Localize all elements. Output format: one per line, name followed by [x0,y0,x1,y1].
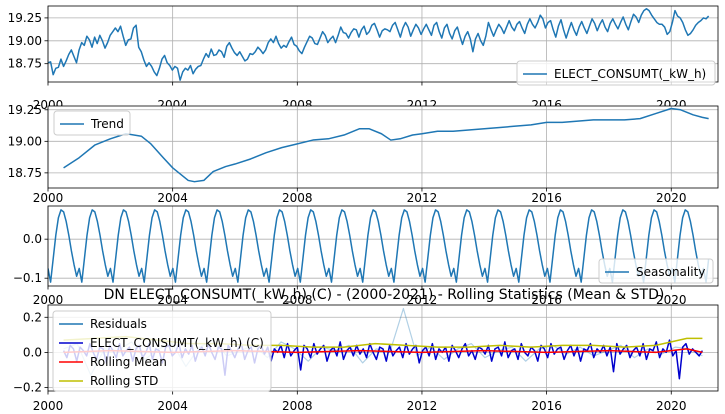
x-tick-label: 2000 [33,293,64,307]
legend-label: Residuals [90,317,147,331]
x-tick-label: 2008 [282,293,313,307]
residuals-panel-title: DN ELECT_CONSUMT(_kW_h) (C) - (2000-2021… [104,287,665,303]
series-line-elect-consumt-kw-h- [48,8,710,81]
legend: Seasonality [598,258,714,284]
x-tick-label: 2016 [531,191,562,205]
plot-area [48,106,718,188]
x-tick-label: 2008 [282,399,313,413]
y-tick-label: 19.00 [8,34,42,48]
legend-label: ELECT_CONSUMT(_kW_h) [554,67,706,81]
panel-seasonality: 0.0 −0.1 2000 2004 2008 2012 2016 2020 Seasonali… [13,205,719,307]
x-tick-label: 2004 [157,293,188,307]
series-line-trend [63,107,709,183]
y-tick-label: 0.2 [23,310,42,324]
x-tick-label: 2000 [33,399,64,413]
legend-box [53,110,131,136]
x-tick-label: 2020 [656,191,687,205]
legend-box [52,310,272,392]
x-tick-label: 2020 [656,293,687,307]
x-tick-label: 2016 [531,293,562,307]
x-tick-label: 2000 [33,191,64,205]
y-tick-label: 19.25 [8,11,42,25]
panel-trend: 18.75 19.00 19.25 2000 2004 2008 2012 2016 2020 T… [8,103,719,205]
axes-frame [47,105,719,189]
y-tick-label: −0.2 [13,380,42,394]
legend-box [598,258,714,284]
legend-label: Rolling Mean [90,355,167,369]
axes-frame [47,5,719,83]
legend-label: Trend [90,117,124,131]
y-tick-label: 18.75 [8,57,42,71]
x-tick-label: 2004 [157,399,188,413]
x-tick-label: 2016 [531,399,562,413]
legend: ELECT_CONSUMT(_kW_h) [516,60,716,86]
x-tick-label: 2012 [407,191,438,205]
legend-label: Rolling STD [90,374,158,388]
y-tick-label: 18.75 [8,166,42,180]
legend-label: Seasonality [636,265,705,279]
axes-frame [47,304,719,392]
legend: Trend [53,110,131,136]
y-tick-label: 0.0 [23,232,42,246]
y-tick-label: 19.25 [8,103,42,117]
x-tick-label: 2012 [407,293,438,307]
x-tick-label: 2012 [407,399,438,413]
x-tick-label: 2004 [157,191,188,205]
x-tick-label: 2008 [282,191,313,205]
panel-residuals: 0.2 0.0 −0.2 2000 2004 2008 2012 2016 2020 Residu… [13,304,719,413]
legend-label: ELECT_CONSUMT(_kW_h) (C) [90,336,264,350]
y-tick-label: 19.00 [8,134,42,148]
y-tick-label: −0.1 [13,271,42,285]
legend-box [516,60,716,86]
legend: Residuals ELECT_CONSUMT(_kW_h) (C) Rolling… [52,310,272,392]
series-line-seasonality [48,209,710,283]
axes-frame [47,205,719,287]
y-tick-label: 0.0 [23,345,42,359]
x-tick-label: 2020 [656,399,687,413]
